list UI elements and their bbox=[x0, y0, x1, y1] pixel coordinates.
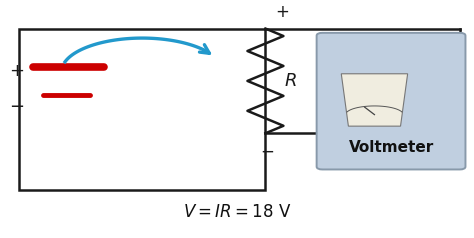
Polygon shape bbox=[341, 74, 408, 126]
Text: $R$: $R$ bbox=[284, 72, 297, 90]
Text: $V = IR = \mathrm{18\ V}$: $V = IR = \mathrm{18\ V}$ bbox=[183, 203, 291, 221]
Text: +: + bbox=[275, 3, 289, 21]
Text: Voltmeter: Voltmeter bbox=[348, 140, 434, 155]
Text: +: + bbox=[9, 62, 25, 80]
FancyBboxPatch shape bbox=[317, 33, 465, 169]
Text: −: − bbox=[261, 143, 274, 161]
Bar bbox=[19, 29, 265, 190]
Text: −: − bbox=[9, 98, 25, 116]
